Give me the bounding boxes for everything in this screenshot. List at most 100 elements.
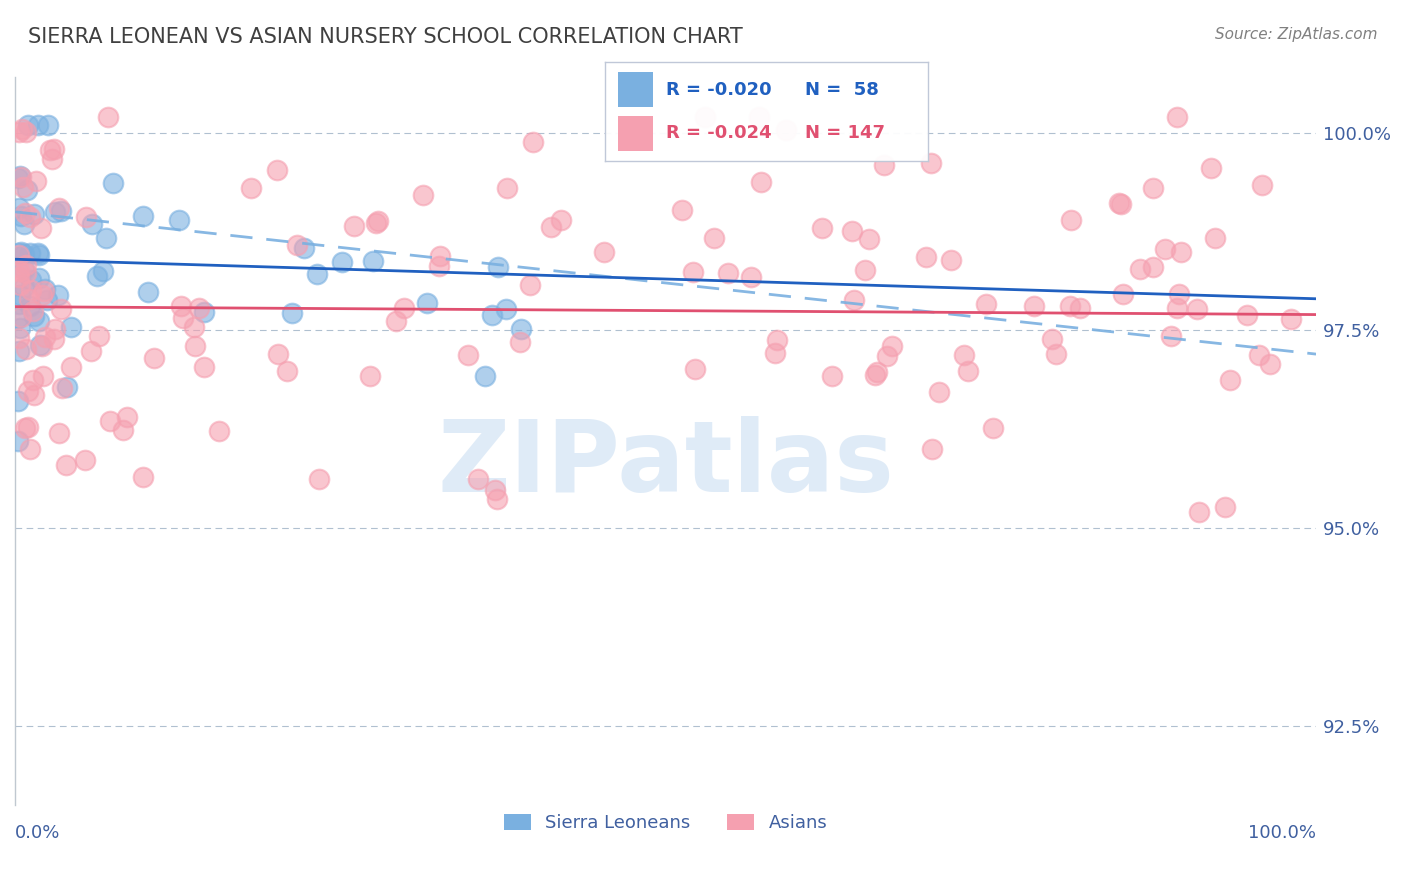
Point xyxy=(75,210,97,224)
Point xyxy=(38,143,60,157)
Point xyxy=(307,268,329,282)
Point xyxy=(10,310,32,324)
Point xyxy=(86,269,108,284)
Point xyxy=(34,283,56,297)
Point xyxy=(364,216,387,230)
Point xyxy=(1045,347,1067,361)
Text: N = 147: N = 147 xyxy=(806,124,884,142)
Point xyxy=(481,309,503,323)
Point xyxy=(474,369,496,384)
Point xyxy=(308,471,330,485)
Point xyxy=(28,270,51,285)
Point xyxy=(98,414,121,428)
Point xyxy=(939,253,962,268)
Point xyxy=(59,359,82,374)
Point xyxy=(7,331,30,345)
Point xyxy=(427,259,450,273)
Point xyxy=(1142,260,1164,274)
Point xyxy=(457,348,479,362)
Point xyxy=(7,264,30,278)
Point xyxy=(1040,332,1063,346)
Point xyxy=(46,287,69,301)
Point xyxy=(8,287,31,301)
Point xyxy=(27,245,49,260)
Point xyxy=(821,369,844,384)
Point xyxy=(519,277,541,292)
Point xyxy=(187,301,209,316)
Point xyxy=(467,472,489,486)
Point xyxy=(1199,161,1222,175)
Point xyxy=(44,332,66,346)
Point xyxy=(695,110,717,124)
Point xyxy=(1213,500,1236,515)
Point xyxy=(35,293,58,307)
Point xyxy=(956,364,979,378)
Point xyxy=(172,310,194,325)
Point xyxy=(8,202,31,216)
Text: 0.0%: 0.0% xyxy=(15,824,60,842)
Point xyxy=(429,249,451,263)
Point xyxy=(384,314,406,328)
Point xyxy=(361,253,384,268)
Point xyxy=(915,250,938,264)
Point xyxy=(51,381,73,395)
Point xyxy=(10,245,32,260)
Point xyxy=(11,122,34,136)
Point xyxy=(763,346,786,360)
Point xyxy=(484,483,506,497)
Point xyxy=(671,202,693,217)
Point xyxy=(266,163,288,178)
Point xyxy=(416,296,439,310)
Point xyxy=(21,373,44,387)
Text: N =  58: N = 58 xyxy=(806,81,879,99)
Point xyxy=(193,305,215,319)
Point xyxy=(208,424,231,438)
Point xyxy=(281,306,304,320)
Legend: Sierra Leoneans, Asians: Sierra Leoneans, Asians xyxy=(496,806,834,839)
Point xyxy=(8,321,31,335)
Point xyxy=(1170,245,1192,260)
Point xyxy=(509,335,531,350)
Point xyxy=(1204,231,1226,245)
Text: ZIPatlas: ZIPatlas xyxy=(437,417,894,513)
Point xyxy=(873,158,896,172)
Point xyxy=(717,266,740,280)
Point xyxy=(22,309,45,323)
Point xyxy=(1108,196,1130,211)
Point xyxy=(18,245,41,260)
Point xyxy=(132,470,155,484)
Point xyxy=(703,231,725,245)
Point xyxy=(13,262,35,277)
Point xyxy=(31,287,53,301)
Point xyxy=(394,301,416,315)
Point xyxy=(920,156,942,170)
Point xyxy=(876,349,898,363)
Point xyxy=(522,135,544,149)
Point xyxy=(91,264,114,278)
Point xyxy=(592,245,614,260)
Point xyxy=(7,247,30,261)
Point xyxy=(330,255,353,269)
Text: Source: ZipAtlas.com: Source: ZipAtlas.com xyxy=(1215,27,1378,42)
Point xyxy=(7,343,30,358)
Point xyxy=(22,207,45,221)
Point xyxy=(486,260,509,275)
Point xyxy=(863,368,886,383)
Point xyxy=(28,314,51,328)
Point xyxy=(1069,301,1091,315)
Point xyxy=(359,369,381,384)
Point xyxy=(143,351,166,366)
Point xyxy=(880,339,903,353)
Point xyxy=(20,283,42,297)
Point xyxy=(34,330,56,344)
Point xyxy=(18,299,41,313)
Point xyxy=(343,219,366,233)
Point xyxy=(1060,212,1083,227)
Point xyxy=(14,206,37,220)
Point xyxy=(20,442,42,456)
Point xyxy=(1142,181,1164,195)
Point xyxy=(766,333,789,347)
Point xyxy=(10,170,32,185)
Point xyxy=(7,246,30,260)
Point xyxy=(496,181,519,195)
